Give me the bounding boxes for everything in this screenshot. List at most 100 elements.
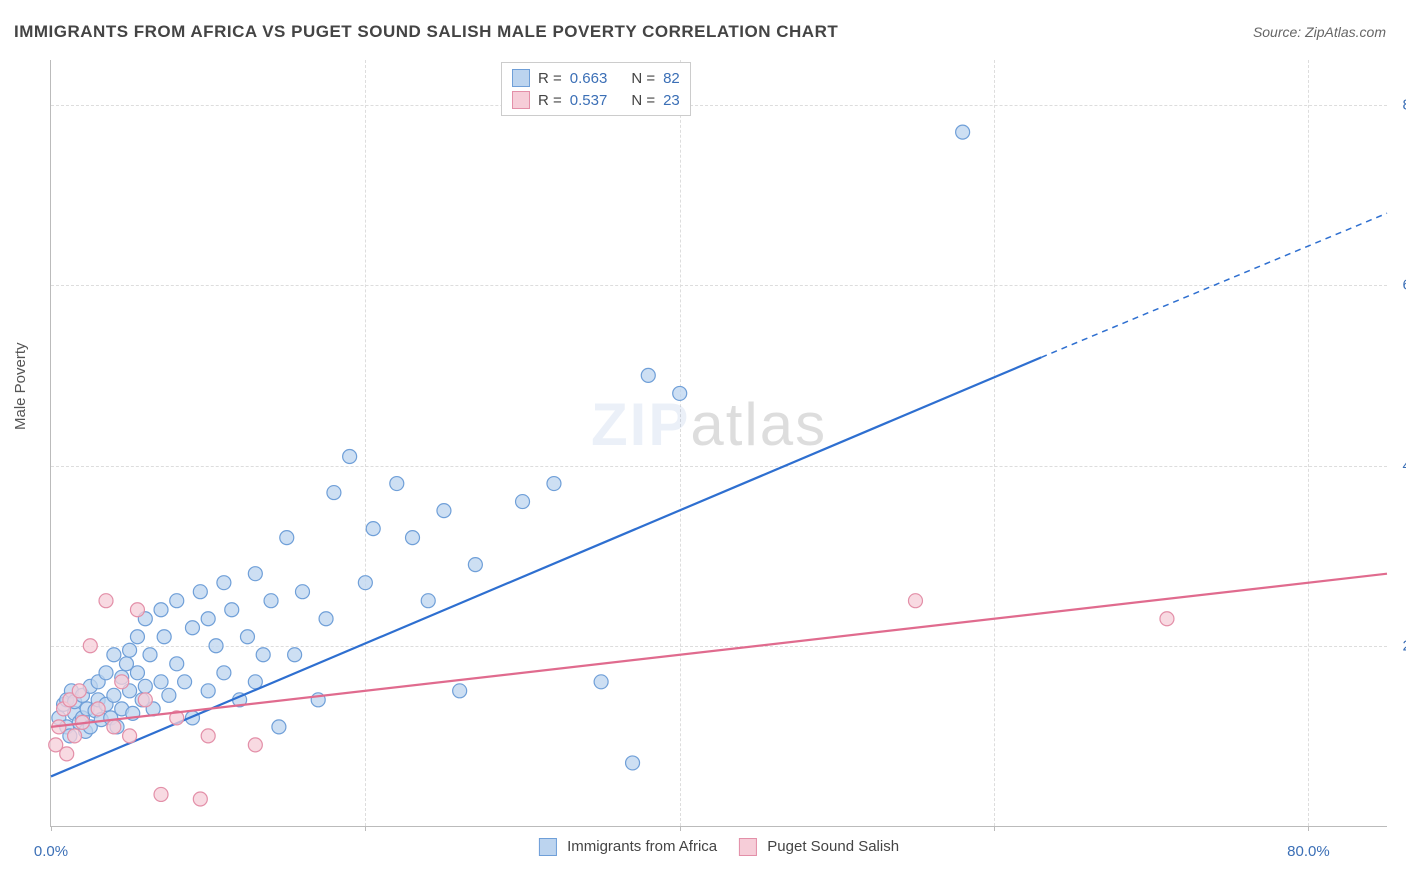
n-label: N =	[631, 70, 655, 87]
source-label: Source: ZipAtlas.com	[1253, 24, 1386, 40]
data-point	[390, 477, 404, 491]
r-value-1: 0.663	[570, 70, 608, 87]
data-point	[162, 688, 176, 702]
data-point	[421, 594, 435, 608]
data-point	[641, 368, 655, 382]
data-point	[83, 639, 97, 653]
data-point	[201, 729, 215, 743]
data-point	[956, 125, 970, 139]
data-point	[272, 720, 286, 734]
data-point	[256, 648, 270, 662]
trend-line	[51, 574, 1387, 727]
data-point	[327, 486, 341, 500]
data-point	[107, 720, 121, 734]
data-point	[217, 666, 231, 680]
legend-label-1: Immigrants from Africa	[567, 838, 717, 855]
legend-swatch-1	[512, 69, 530, 87]
legend-swatch-bottom-2	[739, 838, 757, 856]
data-point	[154, 787, 168, 801]
data-point	[240, 630, 254, 644]
legend-swatch-2	[512, 91, 530, 109]
data-point	[225, 603, 239, 617]
data-point	[193, 792, 207, 806]
data-point	[201, 612, 215, 626]
trend-line	[51, 357, 1041, 776]
legend-correlation: R = 0.663 N = 82 R = 0.537 N = 23	[501, 62, 691, 116]
data-point	[343, 450, 357, 464]
n-value-2: 23	[663, 92, 680, 109]
data-point	[130, 630, 144, 644]
data-point	[437, 504, 451, 518]
data-point	[248, 567, 262, 581]
data-point	[193, 585, 207, 599]
data-point	[107, 648, 121, 662]
y-tick-label: 20.0%	[1402, 637, 1406, 654]
n-label: N =	[631, 92, 655, 109]
data-point	[130, 666, 144, 680]
data-point	[453, 684, 467, 698]
x-tick-mark	[365, 826, 366, 831]
r-value-2: 0.537	[570, 92, 608, 109]
data-point	[1160, 612, 1174, 626]
y-tick-label: 40.0%	[1402, 457, 1406, 474]
data-point	[107, 688, 121, 702]
data-point	[217, 576, 231, 590]
data-point	[138, 679, 152, 693]
data-point	[201, 684, 215, 698]
x-tick-label: 0.0%	[34, 843, 68, 860]
data-point	[91, 702, 105, 716]
data-point	[143, 648, 157, 662]
data-point	[626, 756, 640, 770]
data-point	[157, 630, 171, 644]
data-point	[288, 648, 302, 662]
legend-item-1: Immigrants from Africa	[539, 838, 717, 856]
data-point	[138, 693, 152, 707]
data-point	[178, 675, 192, 689]
x-tick-mark	[994, 826, 995, 831]
data-point	[468, 558, 482, 572]
x-tick-label: 80.0%	[1287, 843, 1330, 860]
legend-row-series1: R = 0.663 N = 82	[512, 67, 680, 89]
data-point	[154, 603, 168, 617]
data-point	[358, 576, 372, 590]
legend-series: Immigrants from Africa Puget Sound Salis…	[539, 838, 899, 856]
r-label: R =	[538, 70, 562, 87]
r-label: R =	[538, 92, 562, 109]
data-point	[264, 594, 278, 608]
trend-line-extrapolated	[1041, 213, 1387, 357]
data-point	[185, 621, 199, 635]
scatter-chart	[51, 60, 1387, 826]
data-point	[123, 729, 137, 743]
data-point	[319, 612, 333, 626]
data-point	[280, 531, 294, 545]
legend-item-2: Puget Sound Salish	[739, 838, 899, 856]
data-point	[908, 594, 922, 608]
chart-title: IMMIGRANTS FROM AFRICA VS PUGET SOUND SA…	[14, 22, 838, 42]
legend-label-2: Puget Sound Salish	[767, 838, 899, 855]
x-tick-mark	[680, 826, 681, 831]
data-point	[123, 643, 137, 657]
n-value-1: 82	[663, 70, 680, 87]
data-point	[295, 585, 309, 599]
data-point	[594, 675, 608, 689]
y-axis-label: Male Poverty	[12, 342, 29, 430]
data-point	[170, 657, 184, 671]
y-tick-label: 80.0%	[1402, 97, 1406, 114]
data-point	[99, 666, 113, 680]
data-point	[406, 531, 420, 545]
data-point	[154, 675, 168, 689]
plot-area: 20.0%40.0%60.0%80.0%0.0%80.0% ZIPatlas R…	[50, 60, 1387, 827]
legend-swatch-bottom-1	[539, 838, 557, 856]
data-point	[547, 477, 561, 491]
x-tick-mark	[51, 826, 52, 831]
data-point	[130, 603, 144, 617]
data-point	[68, 729, 82, 743]
data-point	[72, 684, 86, 698]
data-point	[115, 675, 129, 689]
data-point	[60, 747, 74, 761]
data-point	[673, 386, 687, 400]
y-tick-label: 60.0%	[1402, 277, 1406, 294]
data-point	[516, 495, 530, 509]
data-point	[99, 594, 113, 608]
data-point	[248, 738, 262, 752]
